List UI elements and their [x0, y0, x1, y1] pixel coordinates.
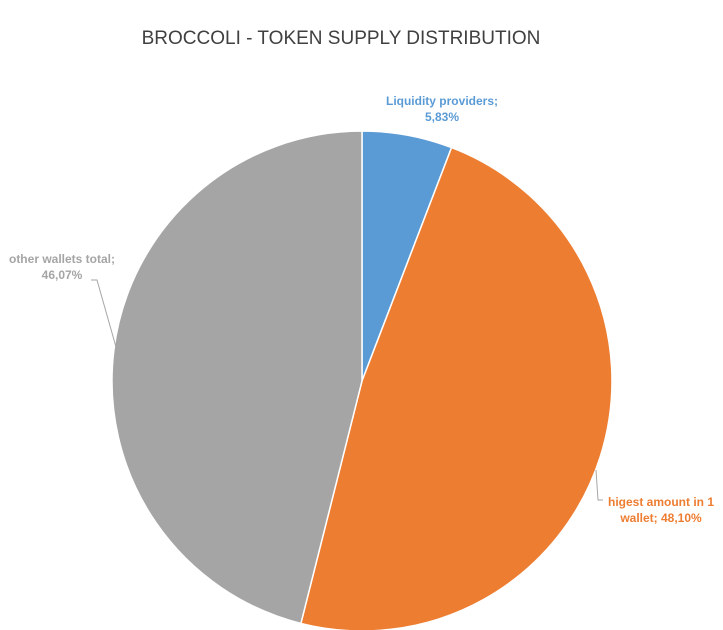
data-label-line: higest amount in 1: [608, 495, 714, 509]
pie-slice-2: [299, 146, 613, 630]
leader-line-3: [91, 279, 117, 348]
pie-slice-3: [111, 130, 363, 625]
chart-title: BROCCOLI - TOKEN SUPPLY DISTRIBUTION: [142, 28, 541, 49]
leader-line-2: [595, 469, 603, 501]
label-leader-lines: [91, 279, 603, 501]
pie-slices: [111, 130, 613, 630]
data-label-line: other wallets total;: [9, 252, 115, 266]
pie-data-labels: Liquidity providers; 5,83% higest amount i…: [9, 94, 714, 525]
data-label-3: other wallets total; 46,07%: [9, 252, 115, 282]
data-label-line: 5,83%: [425, 110, 459, 124]
data-label-1: Liquidity providers; 5,83%: [386, 94, 498, 124]
data-label-line: Liquidity providers;: [386, 94, 498, 108]
data-label-line: 46,07%: [42, 268, 83, 282]
data-label-2: higest amount in 1 wallet; 48,10%: [608, 495, 714, 525]
data-label-line: wallet; 48,10%: [619, 511, 702, 525]
